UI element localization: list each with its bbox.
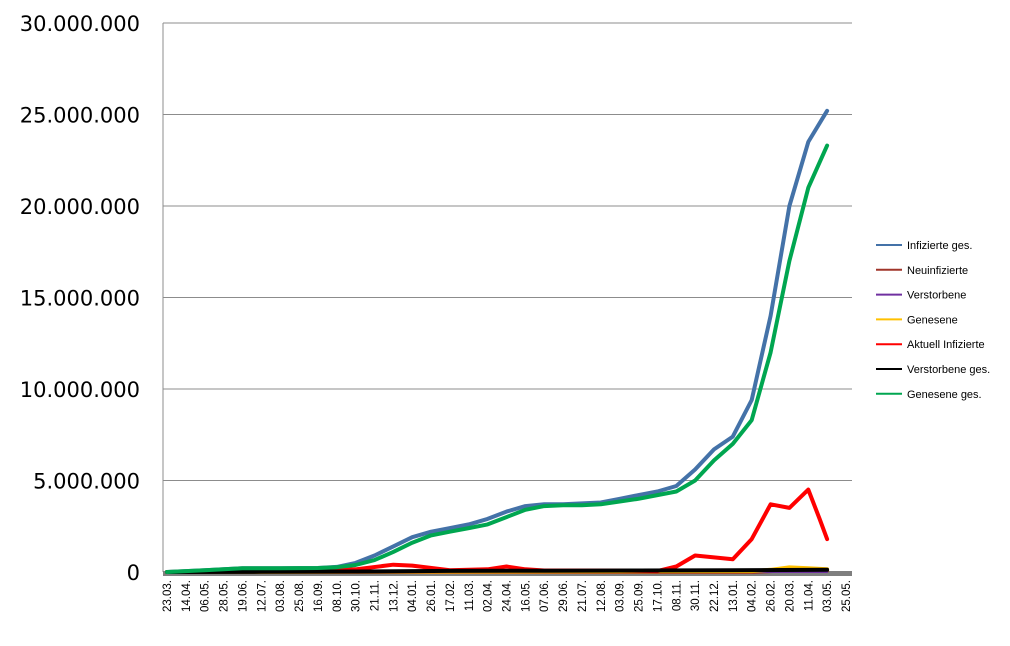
y-tick-label: 25.000.000: [20, 104, 140, 128]
series-line: [165, 487, 830, 574]
x-tick-label: 08.11.: [671, 580, 683, 611]
series-line: [165, 567, 830, 574]
y-tick-label: 20.000.000: [20, 195, 140, 219]
x-tick-label: 25.09.: [634, 580, 646, 612]
legend-label: Genesene ges.: [907, 389, 982, 401]
series-line: [165, 143, 830, 574]
plot-area: [165, 108, 830, 574]
x-tick-label: 25.05.: [841, 580, 853, 612]
x-tick-label: 06.05.: [200, 580, 212, 612]
x-tick-label: 13.01.: [728, 580, 740, 612]
x-tick-label: 04.02.: [747, 580, 759, 612]
x-tick-label: 24.04.: [502, 580, 514, 612]
legend-label: Genesene: [907, 314, 958, 326]
x-tick-label: 25.08.: [294, 580, 306, 612]
gridlines: [163, 22, 852, 481]
x-tick-label: 16.09.: [313, 580, 325, 612]
legend-label: Aktuell Infizierte: [907, 339, 985, 351]
x-tick-label: 08.10.: [332, 580, 344, 612]
x-tick-label: 17.10.: [652, 580, 664, 612]
x-tick-label: 21.07.: [577, 580, 589, 612]
x-tick-label: 23.03.: [162, 580, 174, 612]
x-tick-label: 03.09.: [615, 580, 627, 612]
y-tick-label: 0: [127, 561, 140, 585]
y-tick-label: 15.000.000: [20, 287, 140, 311]
x-tick-label: 03.08.: [275, 580, 287, 612]
x-tick-label: 21.11.: [369, 580, 381, 611]
x-tick-label: 30.10.: [351, 580, 363, 612]
x-tick-label: 02.04.: [483, 580, 495, 612]
x-tick-label: 12.07.: [256, 580, 268, 612]
x-tick-label: 20.03.: [784, 580, 796, 612]
x-tick-label: 14.04.: [181, 580, 193, 612]
y-tick-label: 30.000.000: [20, 12, 140, 36]
x-tick-label: 12.08.: [596, 580, 608, 612]
series-line: [165, 108, 830, 574]
x-tick-label: 17.02.: [445, 580, 457, 612]
x-tick-label: 16.05.: [520, 580, 532, 612]
x-tick-label: 22.12.: [709, 580, 721, 612]
x-tick-label: 26.02.: [766, 580, 778, 612]
x-tick-label: 07.06.: [539, 580, 551, 612]
legend-label: Neuinfizierte: [907, 265, 968, 277]
y-tick-label: 5.000.000: [33, 470, 140, 494]
x-tick-label: 03.05.: [822, 580, 834, 612]
y-axis: 0 5.000.000 10.000.000 15.000.000 20.000.000…: [20, 12, 164, 585]
x-tick-label: 19.06.: [237, 580, 249, 612]
x-tick-label: 30.11.: [690, 580, 702, 611]
legend-label: Verstorbene: [907, 290, 966, 302]
x-tick-label: 13.12.: [388, 580, 400, 612]
legend-label: Verstorbene ges.: [907, 364, 990, 376]
x-axis: 23.03. 14.04. 06.05. 28.05. 19.06. 12.07. 03.0…: [162, 571, 853, 612]
x-tick-label: 28.05.: [219, 580, 231, 612]
x-tick-label: 11.04.: [803, 580, 815, 611]
x-tick-label: 04.01.: [407, 580, 419, 612]
legend: Infizierte ges. Neuinfizierte Verstorbene G…: [876, 240, 990, 401]
x-tick-label: 11.03.: [464, 580, 476, 611]
x-tick-label: 29.06.: [558, 580, 570, 612]
legend-label: Infizierte ges.: [907, 240, 972, 252]
y-tick-label: 10.000.000: [20, 378, 140, 402]
x-tick-label: 26.01.: [426, 580, 438, 612]
